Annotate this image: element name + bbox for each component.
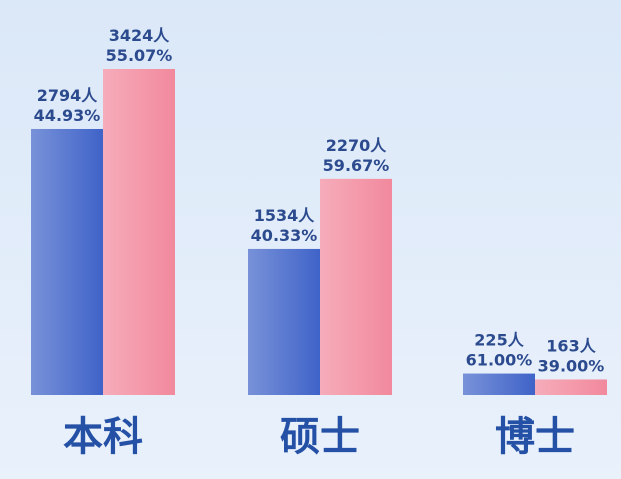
share-label: 59.67%: [323, 156, 390, 175]
value-label: 2794人: [37, 86, 99, 105]
share-label: 44.93%: [34, 106, 101, 125]
category-label: 本科: [63, 414, 143, 460]
value-label: 225人: [474, 331, 524, 350]
category-label: 硕士: [280, 414, 360, 460]
bar-shade: [535, 379, 607, 395]
bar-shade: [31, 128, 103, 395]
value-label: 1534人: [254, 206, 316, 225]
value-label: 3424人: [109, 26, 171, 45]
bar-shade: [463, 373, 535, 395]
bar-shade: [320, 178, 392, 395]
share-label: 61.00%: [466, 351, 533, 370]
bar-shade: [248, 248, 320, 395]
category-label: 博士: [495, 414, 575, 460]
share-label: 39.00%: [538, 356, 605, 375]
share-label: 40.33%: [251, 226, 318, 245]
value-label: 2270人: [326, 136, 388, 155]
share-label: 55.07%: [106, 46, 173, 65]
bar-shade: [103, 69, 175, 395]
value-label: 163人: [546, 336, 596, 355]
